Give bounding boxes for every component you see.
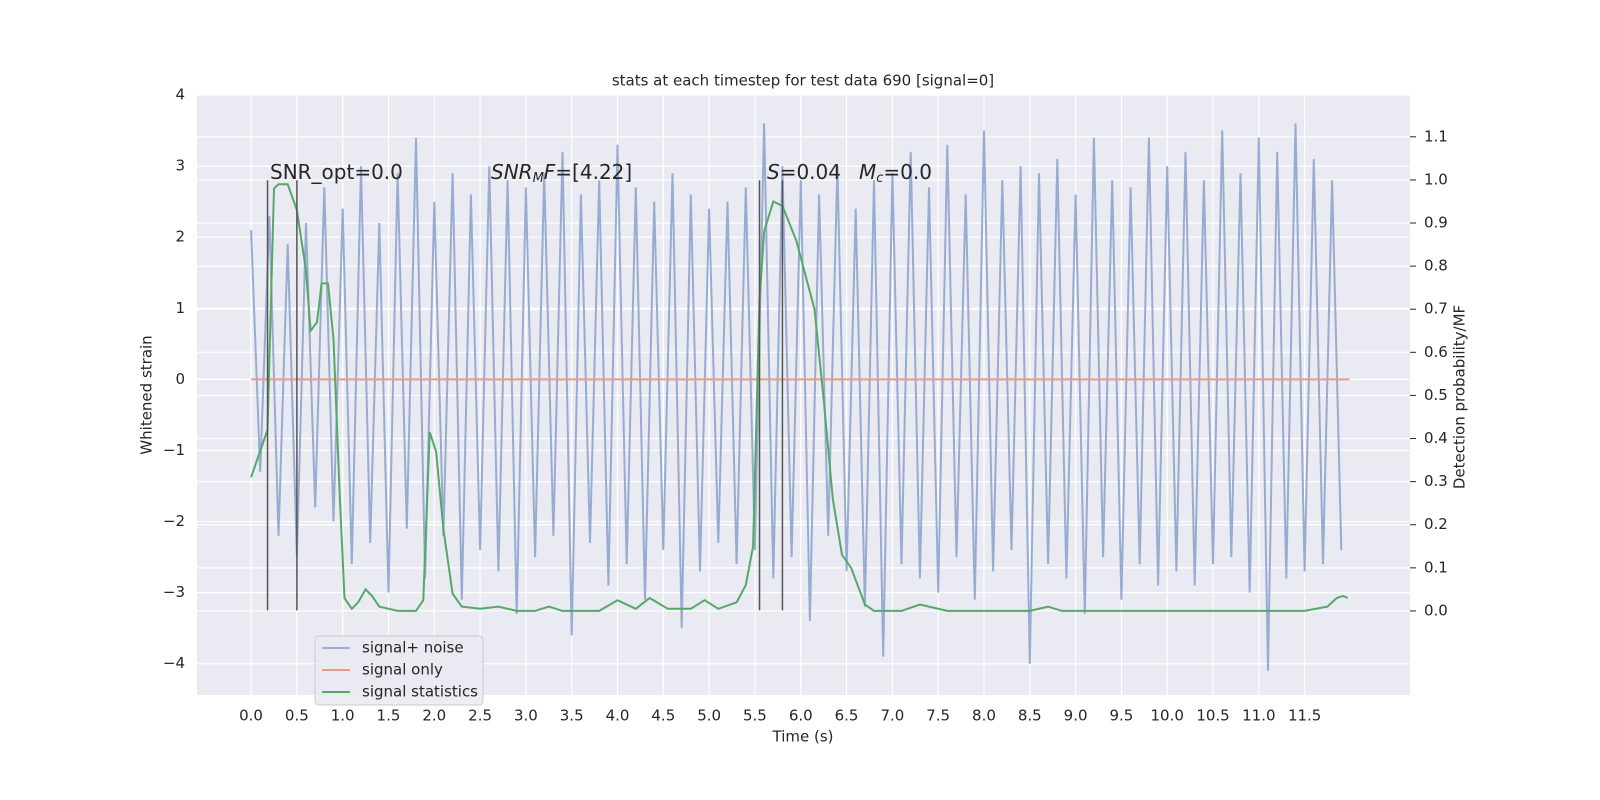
legend-label: signal statistics bbox=[362, 683, 478, 701]
annotation-part: F bbox=[544, 160, 556, 184]
y2-tick-label: 0.0 bbox=[1424, 601, 1448, 619]
y-tick-label: 3 bbox=[175, 157, 185, 175]
y2-tick-label: 1.1 bbox=[1424, 127, 1448, 145]
annotation: SNRMF=[4.22] bbox=[491, 160, 632, 186]
y2-tick-label: 0.6 bbox=[1424, 343, 1448, 361]
x-tick-label: 2.5 bbox=[468, 707, 492, 725]
x-tick-label: 9.5 bbox=[1109, 707, 1133, 725]
y-tick-label: 1 bbox=[175, 299, 185, 317]
annotation-part: M bbox=[859, 160, 876, 184]
y-tick-label: −4 bbox=[163, 654, 185, 672]
series-line bbox=[250, 183, 1349, 612]
y2-tick-label: 0.7 bbox=[1424, 300, 1448, 318]
x-tick-label: 2.0 bbox=[422, 707, 446, 725]
y2-tick-label: 0.2 bbox=[1424, 515, 1448, 533]
legend-box bbox=[314, 635, 484, 706]
y2-tick-label: 1.0 bbox=[1424, 170, 1448, 188]
legend-label: signal only bbox=[362, 661, 443, 679]
x-tick-label: 3.0 bbox=[514, 707, 538, 725]
annotation-part: S bbox=[767, 160, 780, 184]
x-tick-label: 11.5 bbox=[1288, 707, 1321, 725]
annotation-part: =0.0 bbox=[883, 160, 932, 184]
y2-tick-label: 0.1 bbox=[1424, 558, 1448, 576]
y-tick-label: 4 bbox=[175, 86, 185, 104]
x-tick-label: 4.5 bbox=[651, 707, 675, 725]
legend-label: signal+ noise bbox=[362, 639, 464, 657]
y-tick-label: −1 bbox=[163, 441, 185, 459]
series-line bbox=[250, 123, 1343, 671]
x-tick-label: 7.5 bbox=[926, 707, 950, 725]
x-tick-label: 8.0 bbox=[972, 707, 996, 725]
x-tick-label: 10.0 bbox=[1151, 707, 1184, 725]
x-tick-label: 0.5 bbox=[285, 707, 309, 725]
annotation: S=0.04 Mc=0.0 bbox=[767, 160, 932, 186]
chart-title: stats at each timestep for test data 690… bbox=[612, 72, 994, 90]
x-tick-label: 1.5 bbox=[377, 707, 401, 725]
annotation-part: c bbox=[876, 171, 883, 186]
y-tick-label: 0 bbox=[175, 370, 185, 388]
y2-tick-label: 0.5 bbox=[1424, 386, 1448, 404]
y2-tick-label: 0.3 bbox=[1424, 472, 1448, 490]
y-tick-label: 2 bbox=[175, 228, 185, 246]
annotation-part: =0.04 bbox=[780, 160, 841, 184]
annotation-part: M bbox=[533, 171, 544, 186]
x-axis-label: Time (s) bbox=[772, 728, 834, 746]
x-tick-label: 6.5 bbox=[835, 707, 859, 725]
y-axis-label: Whitened strain bbox=[138, 335, 156, 454]
x-tick-label: 4.0 bbox=[606, 707, 630, 725]
x-tick-label: 0.0 bbox=[239, 707, 263, 725]
y2-tick-label: 0.4 bbox=[1424, 429, 1448, 447]
y2-axis-label: Detection probability/MF bbox=[1451, 305, 1469, 489]
x-tick-label: 10.5 bbox=[1196, 707, 1229, 725]
x-tick-label: 3.5 bbox=[560, 707, 584, 725]
x-tick-label: 6.0 bbox=[789, 707, 813, 725]
y2-tick-label: 0.8 bbox=[1424, 257, 1448, 275]
legend: signal+ noise signal only signal statistic… bbox=[314, 635, 484, 706]
annotation-part: F=[4.22] bbox=[544, 160, 632, 184]
x-tick-label: 9.0 bbox=[1064, 707, 1088, 725]
x-tick-label: 7.0 bbox=[880, 707, 904, 725]
x-tick-label: 11.0 bbox=[1242, 707, 1275, 725]
y-tick-label: −2 bbox=[163, 512, 185, 530]
annotation-part: SNR_opt=0.0 bbox=[270, 160, 403, 184]
x-tick-label: 5.5 bbox=[743, 707, 767, 725]
y-tick-label: −3 bbox=[163, 583, 185, 601]
annotation-part: SNR bbox=[491, 160, 533, 184]
x-tick-label: 1.0 bbox=[331, 707, 355, 725]
annotation: SNR_opt=0.0 bbox=[270, 160, 403, 184]
x-tick-label: 5.0 bbox=[697, 707, 721, 725]
y2-tick-label: 0.9 bbox=[1424, 214, 1448, 232]
x-tick-label: 8.5 bbox=[1018, 707, 1042, 725]
